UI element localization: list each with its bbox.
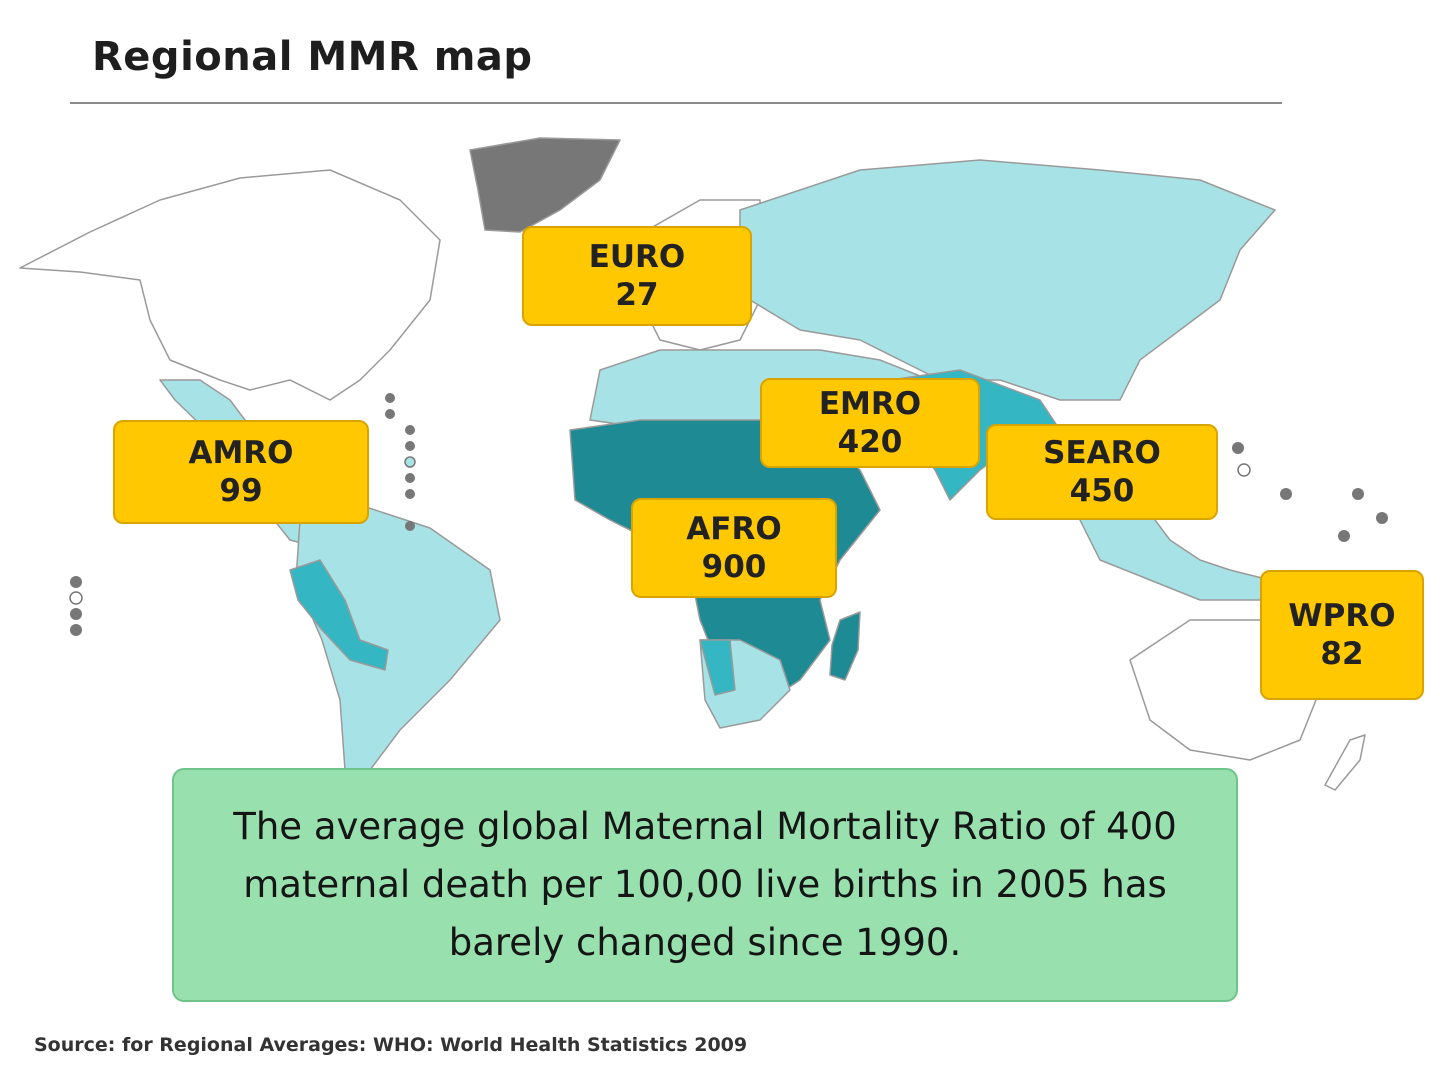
south-america-medium <box>289 559 389 671</box>
region-value: 27 <box>615 277 659 313</box>
title-divider <box>70 102 1282 104</box>
map-title: Regional MMR map <box>92 34 533 80</box>
region-value: 420 <box>837 424 903 460</box>
new-zealand-land <box>1324 734 1366 791</box>
region-value: 82 <box>1320 636 1364 672</box>
greenland-land <box>469 137 621 233</box>
region-value: 450 <box>1069 473 1135 509</box>
africa-medium <box>699 639 736 696</box>
asia-low-land <box>739 159 1276 401</box>
region-code: WPRO <box>1288 598 1396 634</box>
region-value: 900 <box>701 549 767 585</box>
region-label-amro: AMRO 99 <box>113 420 369 524</box>
summary-note: The average global Maternal Mortality Ra… <box>172 768 1238 1002</box>
source-citation: Source: for Regional Averages: WHO: Worl… <box>34 1034 748 1056</box>
madagascar-land <box>829 611 861 681</box>
region-code: EMRO <box>818 386 922 422</box>
island-markers <box>69 393 1388 636</box>
region-label-euro: EURO 27 <box>522 226 752 326</box>
region-label-emro: EMRO 420 <box>760 378 980 468</box>
region-label-afro: AFRO 900 <box>631 498 837 598</box>
region-value: 99 <box>219 473 263 509</box>
region-label-wpro: WPRO 82 <box>1260 570 1424 700</box>
region-code: SEARO <box>1043 435 1161 471</box>
region-code: AMRO <box>188 435 294 471</box>
region-label-searo: SEARO 450 <box>986 424 1218 520</box>
region-code: AFRO <box>686 511 782 547</box>
region-code: EURO <box>588 239 686 275</box>
north-america-land <box>19 169 441 401</box>
south-america-land <box>295 504 501 771</box>
